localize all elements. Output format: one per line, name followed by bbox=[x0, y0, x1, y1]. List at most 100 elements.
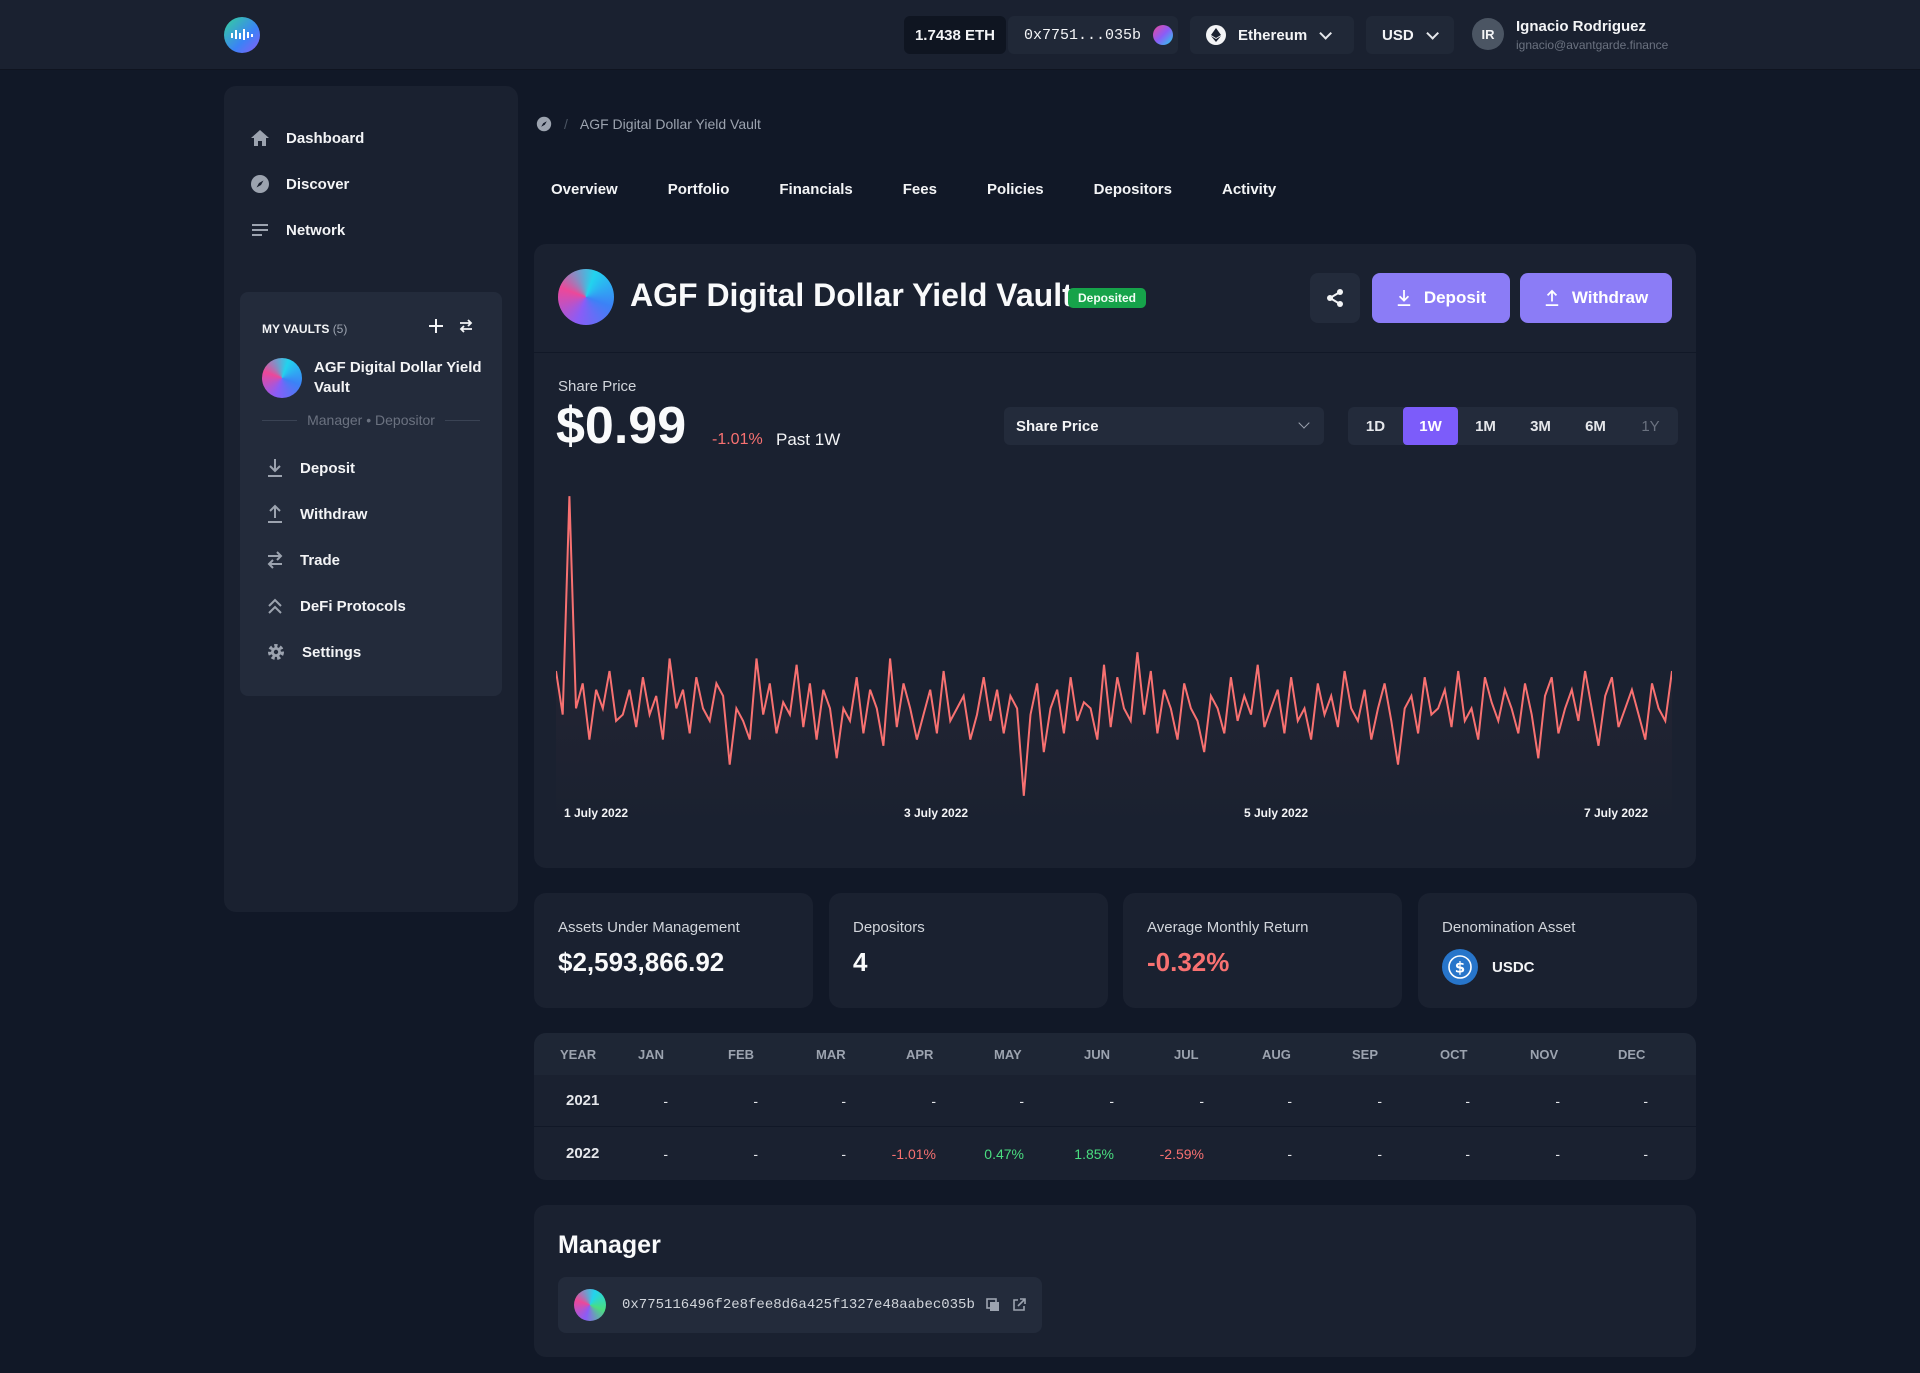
wallet-avatar-icon bbox=[1153, 25, 1174, 45]
manager-avatar bbox=[574, 1289, 606, 1321]
tab-portfolio[interactable]: Portfolio bbox=[667, 181, 730, 198]
range-1w[interactable]: 1W bbox=[1403, 407, 1458, 445]
x-axis-label: 3 July 2022 bbox=[904, 806, 969, 820]
plus-icon[interactable] bbox=[428, 318, 444, 334]
vault-action-label: Settings bbox=[302, 643, 362, 661]
vault-action-settings[interactable]: Settings bbox=[266, 637, 361, 667]
divider bbox=[534, 352, 1696, 353]
return-cell: - bbox=[841, 1145, 846, 1162]
tab-activity[interactable]: Activity bbox=[1222, 181, 1277, 198]
wallet-address-button[interactable]: 0x7751...035b bbox=[1008, 16, 1178, 54]
column-header: NOV bbox=[1530, 1046, 1559, 1062]
return-cell: - bbox=[1555, 1145, 1560, 1162]
return-cell: - bbox=[663, 1145, 668, 1162]
table-row: 2022 - - - -1.01% 0.47% 1.85% -2.59% - - - - - bbox=[534, 1127, 1696, 1180]
usdc-icon: $ bbox=[1442, 949, 1478, 985]
column-header: SEP bbox=[1352, 1046, 1379, 1062]
vault-title: AGF Digital Dollar Yield Vault bbox=[630, 277, 1073, 313]
tab-financials[interactable]: Financials bbox=[779, 181, 853, 198]
denomination-asset-symbol: USDC bbox=[1492, 958, 1535, 976]
column-header: FEB bbox=[728, 1046, 754, 1062]
sidebar-item-dashboard[interactable]: Dashboard bbox=[250, 123, 364, 153]
x-axis-label: 7 July 2022 bbox=[1584, 806, 1649, 820]
return-cell: - bbox=[663, 1092, 668, 1109]
home-icon bbox=[251, 130, 269, 146]
range-1m[interactable]: 1M bbox=[1475, 417, 1496, 435]
user-avatar[interactable]: IR bbox=[1472, 18, 1504, 50]
return-cell: - bbox=[1377, 1092, 1382, 1109]
range-1d[interactable]: 1D bbox=[1365, 417, 1386, 435]
column-header: AUG bbox=[1262, 1046, 1291, 1062]
sidebar: Dashboard Discover Network MY VAULTS (5)… bbox=[224, 86, 518, 912]
ethereum-icon bbox=[1206, 25, 1226, 45]
column-header: APR bbox=[906, 1046, 934, 1062]
x-axis-label: 1 July 2022 bbox=[564, 806, 629, 820]
share-price-value: $0.99 bbox=[556, 397, 687, 455]
stat-value: -0.32% bbox=[1147, 947, 1230, 977]
chart-metric-select[interactable]: Share Price bbox=[1004, 407, 1324, 445]
chart-area bbox=[556, 496, 1672, 826]
download-icon bbox=[1397, 290, 1411, 306]
range-1y[interactable]: 1Y bbox=[1641, 417, 1660, 435]
monthly-returns-table: YEAR JAN FEB MAR APR MAY JUN JUL AUG SEP OCT NOV DEC… bbox=[534, 1033, 1696, 1180]
sidebar-item-label: Network bbox=[286, 221, 346, 239]
vault-logo bbox=[558, 269, 614, 325]
chevron-down-icon bbox=[1425, 26, 1439, 40]
vault-action-withdraw[interactable]: Withdraw bbox=[266, 499, 367, 529]
manager-address: 0x775116496f2e8fee8d6a425f1327e48aabec03… bbox=[622, 1297, 975, 1313]
vault-action-defi-protocols[interactable]: DeFi Protocols bbox=[266, 591, 406, 621]
column-header: MAR bbox=[816, 1046, 846, 1062]
withdraw-button[interactable]: Withdraw bbox=[1520, 273, 1672, 323]
manager-section: Manager 0x775116496f2e8fee8d6a425f1327e4… bbox=[534, 1205, 1696, 1357]
network-label: Ethereum bbox=[1238, 26, 1308, 44]
range-6m[interactable]: 6M bbox=[1585, 417, 1606, 435]
sidebar-item-discover[interactable]: Discover bbox=[250, 169, 349, 199]
vault-roles: Manager • Depositor bbox=[262, 412, 481, 428]
range-3m[interactable]: 3M bbox=[1530, 417, 1551, 435]
wallet-address: 0x7751...035b bbox=[1024, 26, 1142, 44]
my-vault-name: AGF Digital Dollar Yield Vault bbox=[314, 359, 482, 396]
column-header: MAY bbox=[994, 1046, 1022, 1062]
vault-action-trade[interactable]: Trade bbox=[266, 545, 340, 575]
stat-label: Assets Under Management bbox=[558, 919, 740, 936]
network-select[interactable]: Ethereum bbox=[1190, 16, 1354, 54]
return-cell: 0.47% bbox=[984, 1145, 1024, 1162]
eth-balance: 1.7438 ETH bbox=[904, 16, 1006, 54]
chart-metric-value: Share Price bbox=[1016, 417, 1099, 435]
deposit-button[interactable]: Deposit bbox=[1372, 273, 1510, 323]
share-price-chart[interactable] bbox=[556, 466, 1672, 826]
sidebar-item-network[interactable]: Network bbox=[250, 215, 345, 245]
compass-icon[interactable] bbox=[536, 116, 552, 132]
share-button[interactable] bbox=[1310, 273, 1360, 323]
tab-overview[interactable]: Overview bbox=[551, 181, 618, 198]
vault-action-label: Deposit bbox=[300, 459, 356, 477]
user-name[interactable]: Ignacio Rodriguez bbox=[1516, 18, 1647, 35]
tab-fees[interactable]: Fees bbox=[902, 181, 937, 198]
year-cell: 2021 bbox=[566, 1092, 600, 1109]
tab-policies[interactable]: Policies bbox=[986, 181, 1044, 198]
app-logo[interactable] bbox=[224, 17, 260, 53]
return-cell: - bbox=[1199, 1092, 1204, 1109]
currency-select[interactable]: USD bbox=[1366, 16, 1454, 54]
deposit-label: Deposit bbox=[1423, 288, 1487, 307]
copy-icon[interactable] bbox=[985, 1297, 1001, 1313]
stat-card-aum: Assets Under Management $2,593,866.92 bbox=[534, 893, 813, 1008]
return-cell: -2.59% bbox=[1159, 1145, 1204, 1162]
sidebar-item-label: Dashboard bbox=[286, 129, 365, 147]
column-header: OCT bbox=[1440, 1046, 1468, 1062]
vault-action-deposit[interactable]: Deposit bbox=[266, 453, 355, 483]
external-link-icon[interactable] bbox=[1011, 1297, 1027, 1313]
user-email: ignacio@avantgarde.finance bbox=[1516, 38, 1669, 52]
upload-icon bbox=[268, 504, 282, 523]
chart-series-line bbox=[556, 496, 1672, 796]
column-header: JUL bbox=[1174, 1046, 1199, 1062]
return-cell: - bbox=[1643, 1092, 1648, 1109]
upload-icon bbox=[1545, 289, 1559, 306]
chevron-down-icon bbox=[1319, 26, 1333, 40]
return-cell: - bbox=[1465, 1092, 1470, 1109]
my-vault-item[interactable]: AGF Digital Dollar Yield Vault bbox=[262, 358, 492, 398]
table-row: 2021 - - - - - - - - - - - - bbox=[534, 1075, 1696, 1127]
tab-depositors[interactable]: Depositors bbox=[1093, 181, 1172, 198]
swap-icon[interactable] bbox=[458, 318, 474, 334]
return-cell: - bbox=[1287, 1145, 1292, 1162]
